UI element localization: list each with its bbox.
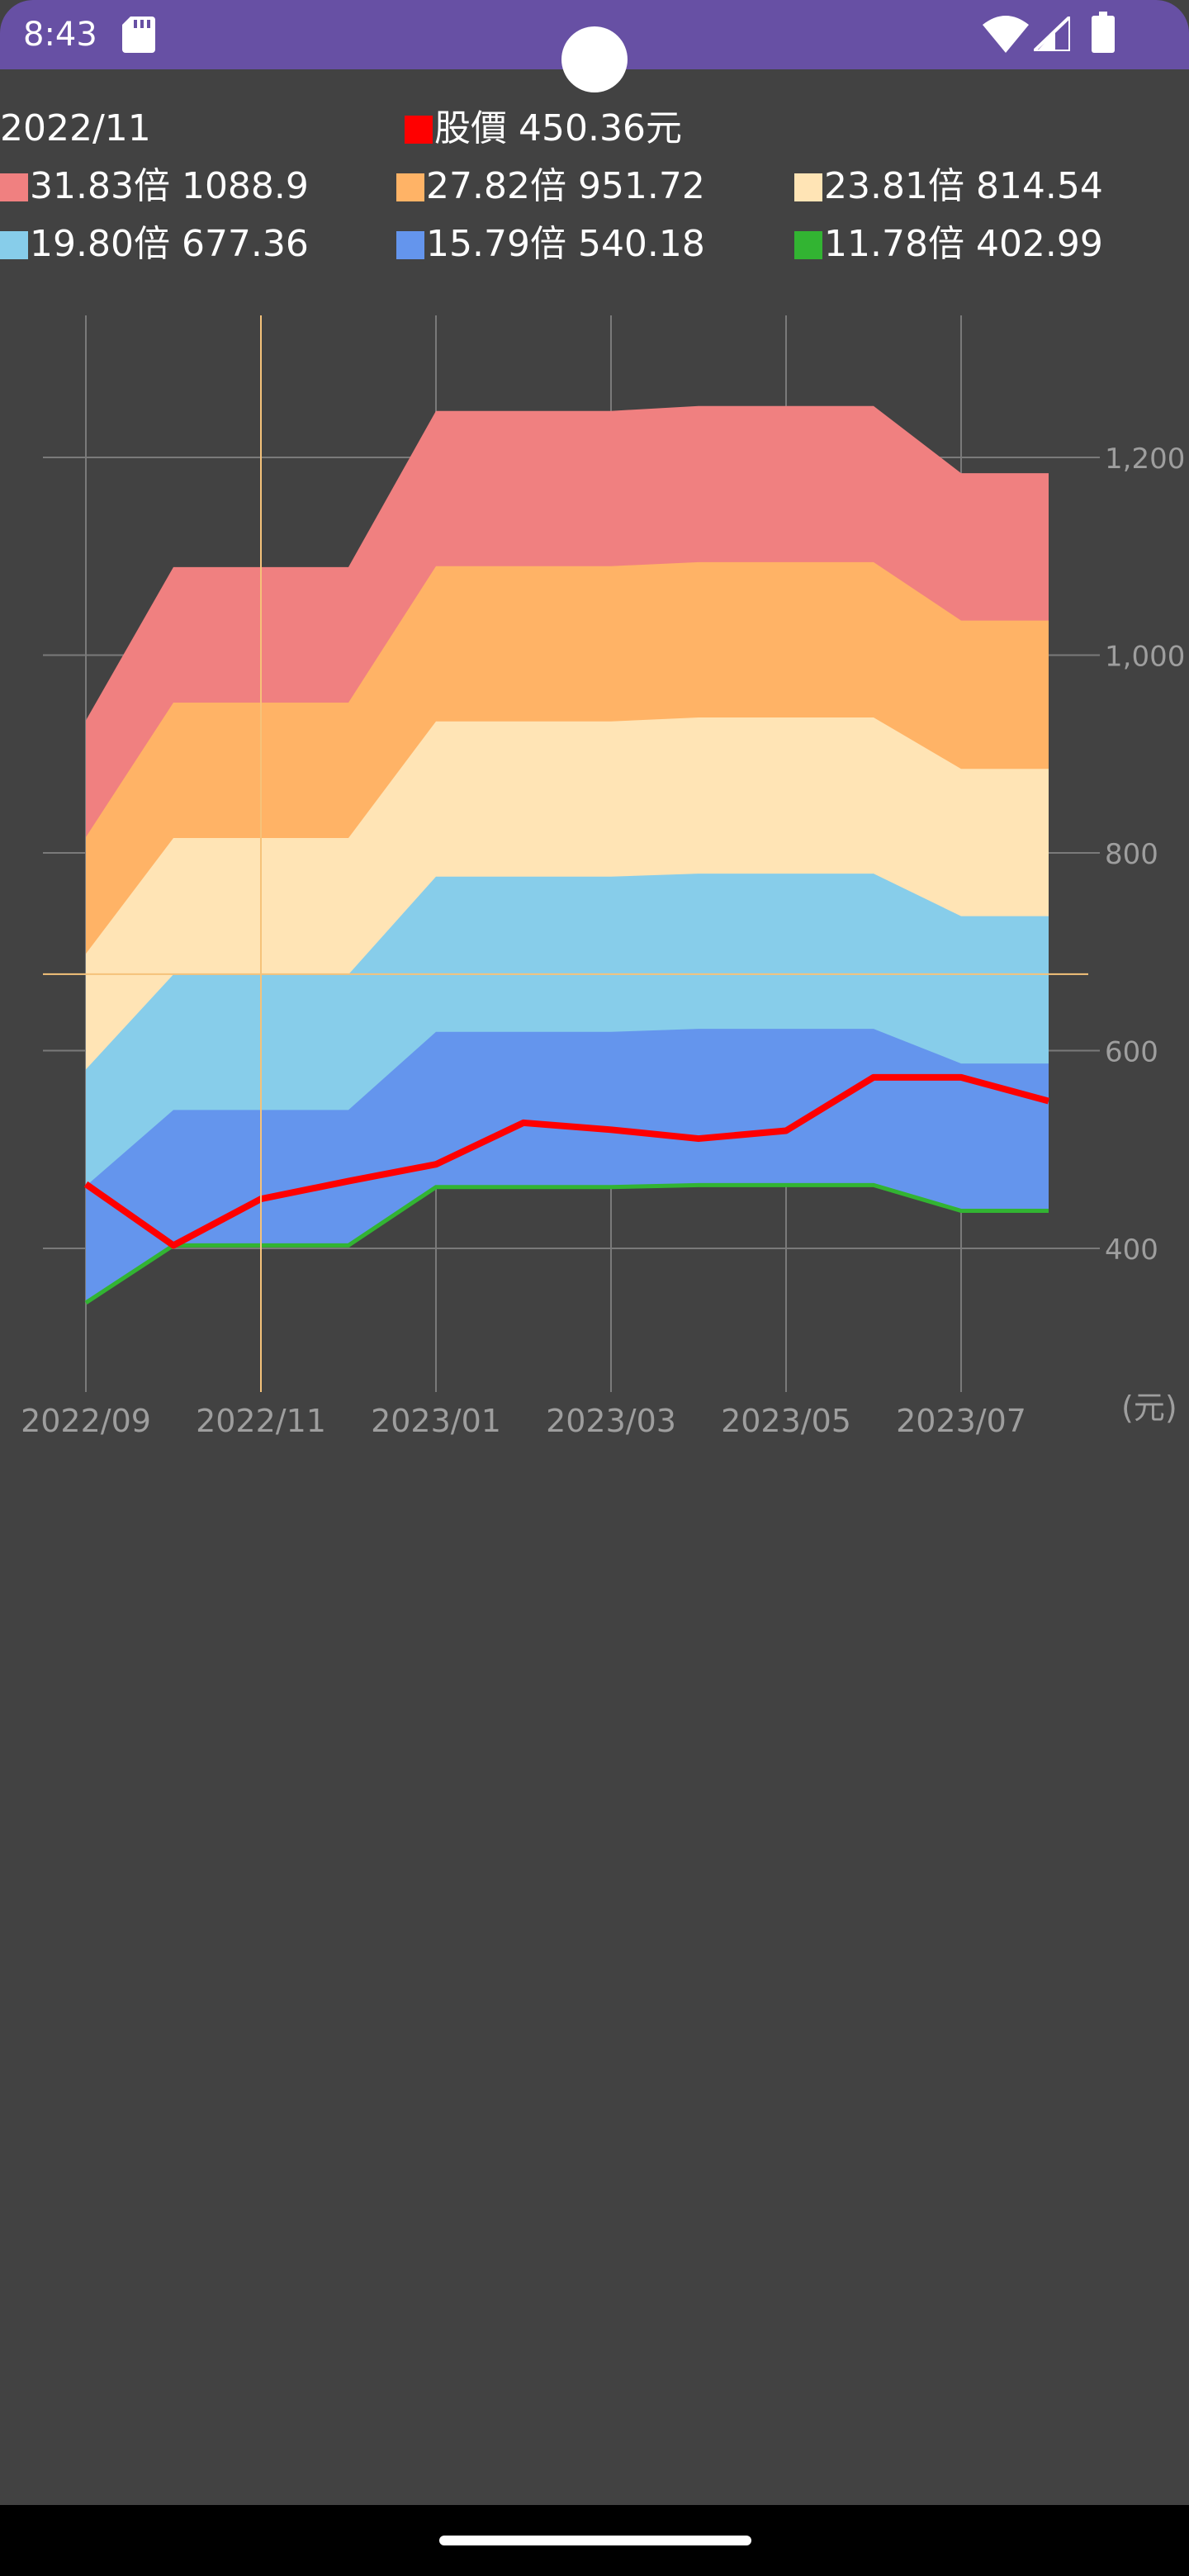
pe-band-chart[interactable]: 2022/09 2022/11 2023/01 2023/03 2023/05 2023/… [0, 305, 1189, 1445]
legend-swatch-band-6 [794, 231, 822, 259]
band-line-6 [84, 1182, 1049, 1305]
y-tick-label: 600 [1105, 1036, 1158, 1069]
camera-cutout [561, 26, 628, 92]
legend-label-band-1: 31.83倍 1088.9 [30, 165, 309, 207]
legend-label-band-4: 19.80倍 677.36 [30, 223, 309, 265]
y-unit-label: (元) [1121, 1390, 1177, 1426]
x-tick-label: 2023/05 [721, 1403, 851, 1439]
band-area-5 [86, 1029, 1049, 1303]
chart-band-areas [86, 405, 1049, 1303]
legend-label-band-5: 15.79倍 540.18 [426, 223, 705, 265]
x-tick-label: 2022/09 [21, 1403, 151, 1439]
legend-label-price: 股價 450.36元 [434, 107, 682, 149]
wifi-icon [983, 16, 1029, 53]
chart-axis-labels: 2022/09 2022/11 2023/01 2023/03 2023/05 2023/… [21, 443, 1185, 1439]
legend-swatch-band-3 [794, 173, 822, 201]
price-line [83, 1073, 1050, 1249]
x-tick-label: 2023/01 [371, 1403, 501, 1439]
y-tick-label: 1,000 [1105, 641, 1185, 674]
y-tick-label: 1,200 [1105, 443, 1185, 476]
y-tick-label: 400 [1105, 1234, 1158, 1267]
battery-icon [1092, 12, 1115, 53]
legend-label-band-3: 23.81倍 814.54 [824, 165, 1103, 207]
x-tick-label: 2022/11 [196, 1403, 326, 1439]
legend-swatch-band-5 [396, 231, 424, 259]
home-gesture-handle[interactable] [439, 2536, 751, 2545]
legend-label-band-2: 27.82倍 951.72 [426, 165, 705, 207]
y-tick-label: 800 [1105, 838, 1158, 871]
x-tick-label: 2023/03 [546, 1403, 676, 1439]
chart-crosshair [43, 315, 1088, 1392]
legend-swatch-band-4 [0, 231, 28, 259]
legend-swatch-band-1 [0, 173, 28, 201]
signal-icon [1034, 17, 1070, 51]
legend-label-band-6: 11.78倍 402.99 [824, 223, 1103, 265]
chart-lines [83, 1073, 1050, 1305]
status-time: 8:43 [23, 16, 97, 54]
legend-date: 2022/11 [0, 107, 151, 149]
legend-swatch-price [405, 116, 433, 144]
chart-legend: 2022/11 股價 450.36元 31.83倍 1088.9 27.82倍 … [0, 99, 1189, 281]
sd-card-icon [122, 17, 155, 53]
x-tick-label: 2023/07 [896, 1403, 1026, 1439]
legend-swatch-band-2 [396, 173, 424, 201]
